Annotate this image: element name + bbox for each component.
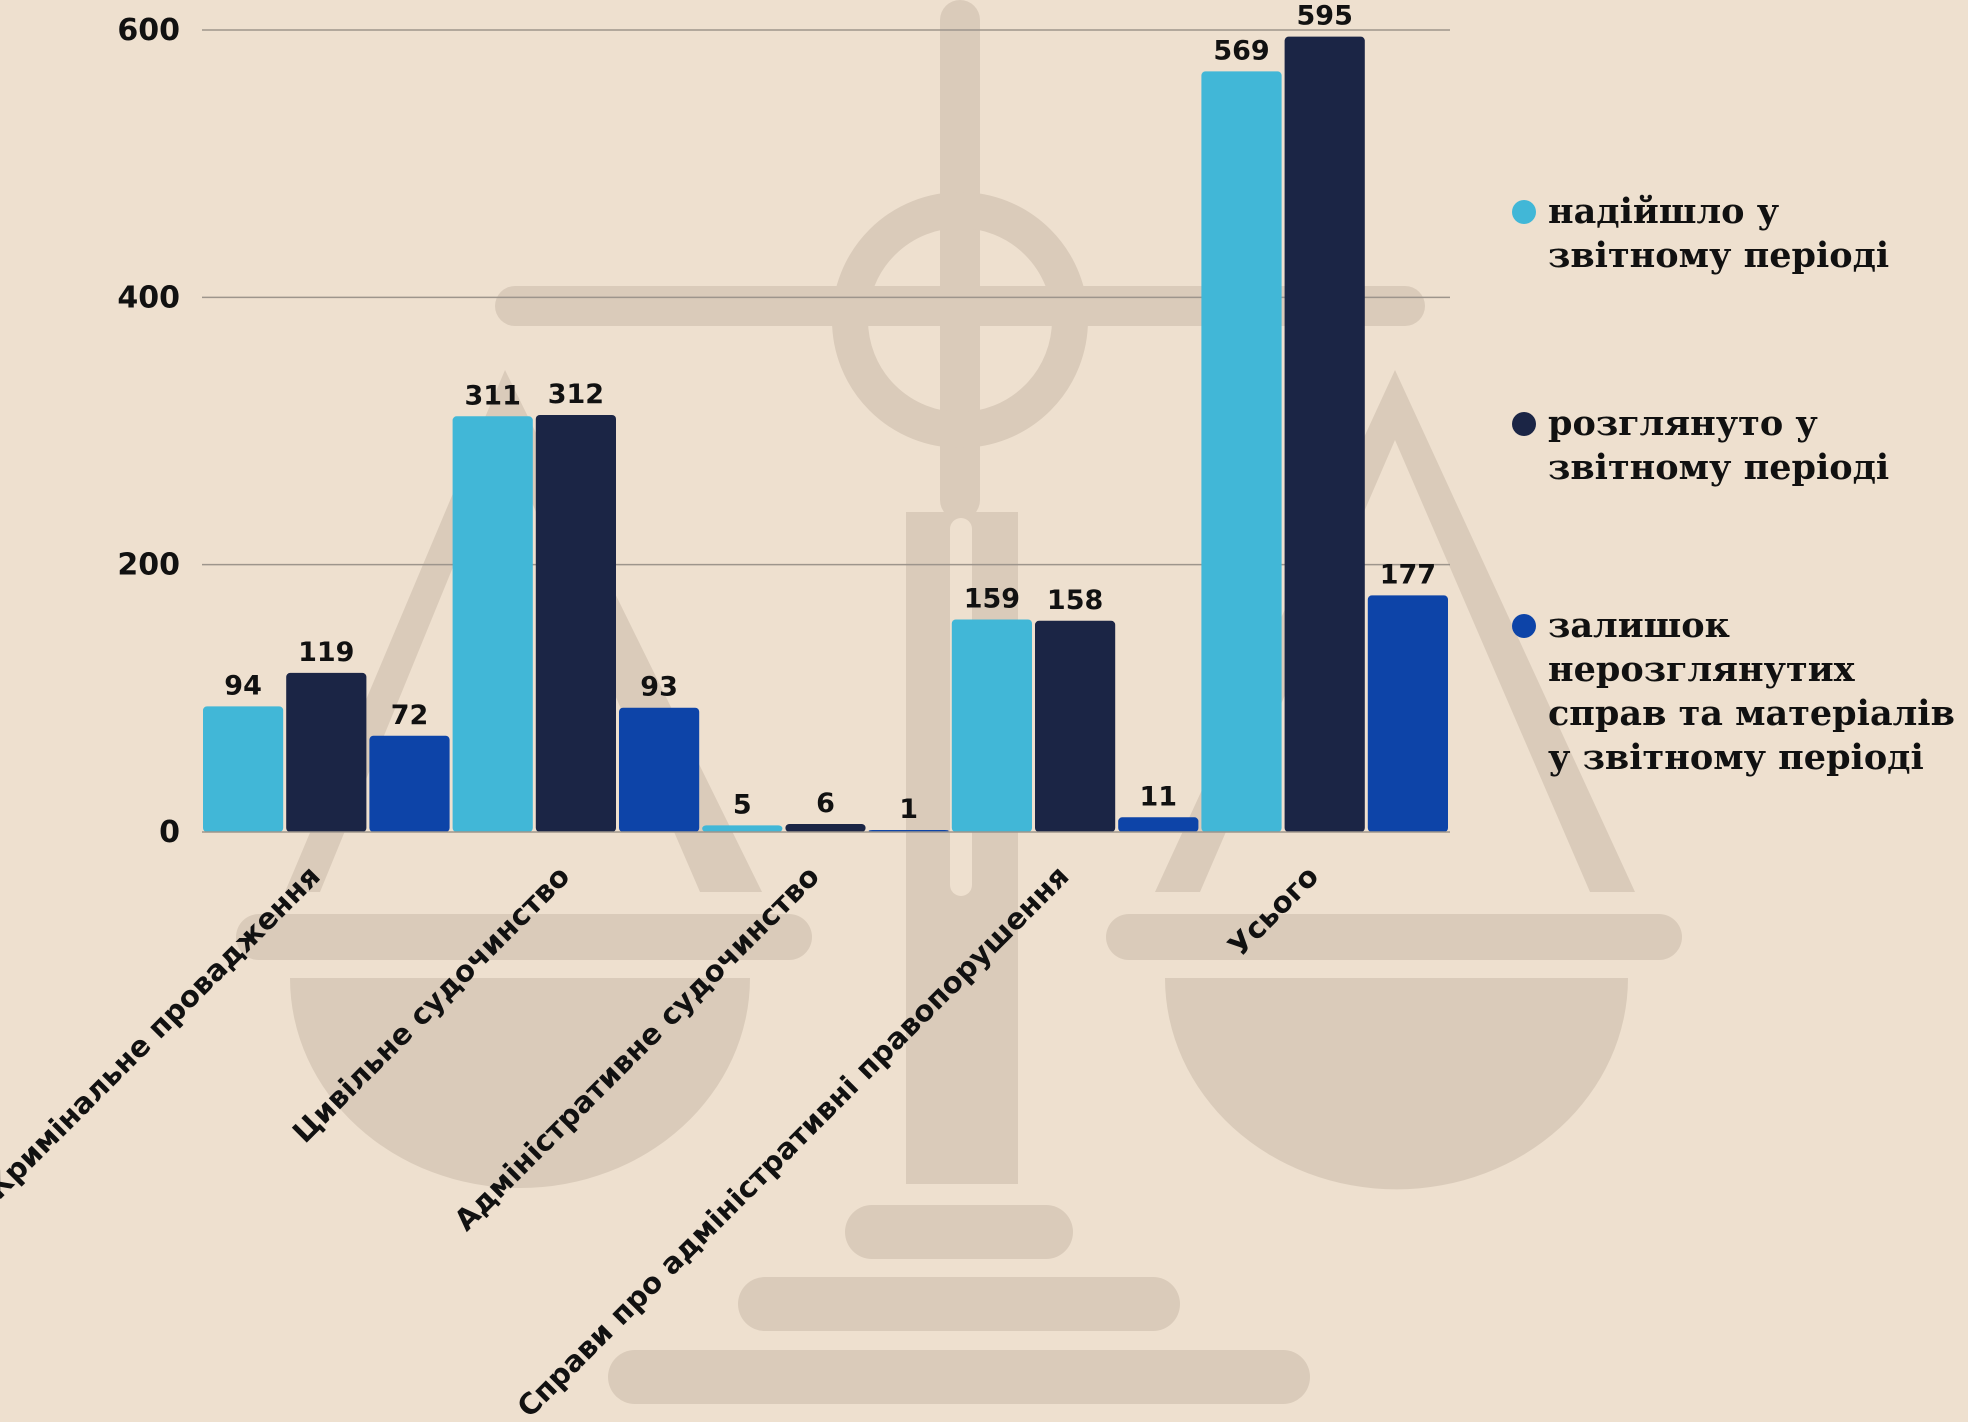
y-tick-label: 600 [117,13,180,48]
legend-label-line: справ та матеріалів [1548,693,1955,734]
legend-label: залишок нерозглянутих справ та матеріалів у… [1548,605,1955,778]
watermark-pole-top [940,0,980,520]
watermark-left-pan [290,978,750,1188]
watermark-left-pan-bar [236,914,812,960]
legend-marker [1512,200,1536,224]
watermark-beam [495,286,1425,326]
bar [1118,817,1199,832]
legend-label-line: надійшло у [1548,191,1780,232]
legend-label: надійшло у звітному періоді [1548,191,1889,276]
legend-label-line: розглянуто у [1548,403,1818,444]
watermark-right-pan-bar [1106,914,1682,960]
watermark-base-3 [608,1350,1310,1404]
data-label: 177 [1380,559,1436,590]
bar [203,706,284,832]
data-label: 119 [298,637,354,668]
legend-label-line: нерозглянутих [1548,649,1856,690]
data-label: 5 [733,789,752,820]
data-label: 94 [224,670,262,701]
legend-marker [1512,412,1536,436]
y-tick-label: 400 [117,280,180,315]
legend-marker [1512,614,1536,638]
legend-label-line: залишок [1548,605,1730,646]
data-label: 6 [816,788,835,819]
data-label: 93 [640,672,678,703]
bar [785,823,866,832]
legend-label-line: звітному періоді [1548,447,1889,488]
data-label: 72 [391,700,429,731]
bar [535,414,616,832]
data-label: 159 [964,583,1020,614]
data-label: 11 [1140,781,1178,812]
data-label: 312 [548,379,604,410]
watermark-base-1 [845,1205,1073,1259]
bars [203,36,1448,833]
bar [369,735,450,832]
bar [1201,71,1282,833]
legend-label: розглянуто у звітному періоді [1548,403,1889,488]
data-label: 158 [1047,585,1103,616]
watermark-right-triangle [1155,370,1635,892]
y-tick-label: 0 [159,815,180,850]
data-label: 595 [1297,1,1353,32]
bar [1367,595,1448,832]
legend-label-line: звітному періоді [1548,235,1889,276]
data-label: 311 [465,380,521,411]
watermark-base-2 [738,1277,1180,1331]
bar [452,416,533,832]
bar [619,707,700,832]
legend-label-line: у звітному періоді [1548,737,1924,778]
y-tick-label: 200 [117,548,180,583]
bar [1035,620,1116,832]
watermark-right-pan [1165,978,1628,1190]
data-label: 569 [1213,35,1269,66]
bar [286,672,367,832]
bar [702,825,783,832]
bar [1284,36,1365,832]
bar [951,619,1032,832]
y-axis: 0 200 400 600 [117,13,180,850]
data-label: 1 [899,794,918,825]
